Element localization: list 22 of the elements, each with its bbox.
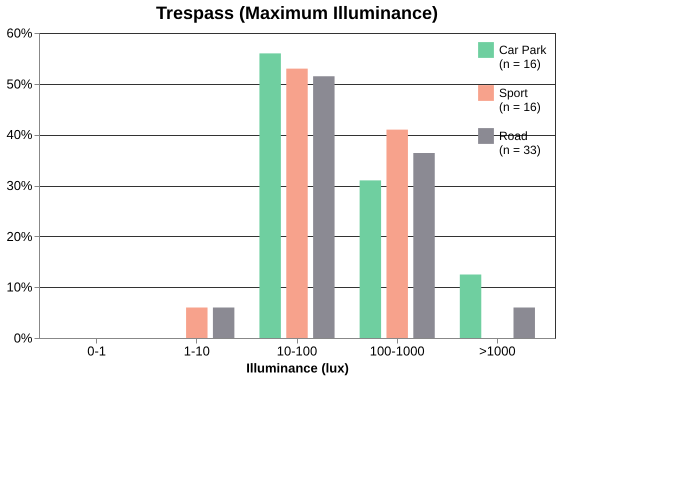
y-tick-label: 20% xyxy=(6,228,33,244)
bar xyxy=(286,68,308,338)
legend-label: Sport (n = 16) xyxy=(499,86,541,114)
bar xyxy=(259,53,281,338)
x-tick-label: 1-10 xyxy=(184,344,210,358)
x-axis-title: Illuminance (lux) xyxy=(246,360,349,376)
x-tick-label: >1000 xyxy=(479,344,516,358)
y-tick-label: 30% xyxy=(6,178,33,193)
bar xyxy=(386,130,408,338)
bar xyxy=(186,308,208,338)
chart-title: Trespass (Maximum Illuminance) xyxy=(156,3,438,23)
y-tick-label: 60% xyxy=(6,26,33,40)
legend-label: Car Park (n = 16) xyxy=(499,43,548,71)
x-tick-label: 0-1 xyxy=(87,344,106,358)
x-tick-label: 100-1000 xyxy=(370,344,425,358)
x-tick-label: 10-100 xyxy=(276,344,318,358)
y-tick-label: 50% xyxy=(6,76,33,92)
y-tick-label: 0% xyxy=(14,330,33,346)
bar xyxy=(360,180,382,338)
bar xyxy=(460,274,482,338)
y-tick-label: 40% xyxy=(6,127,33,142)
y-tick-label: 10% xyxy=(6,280,33,295)
